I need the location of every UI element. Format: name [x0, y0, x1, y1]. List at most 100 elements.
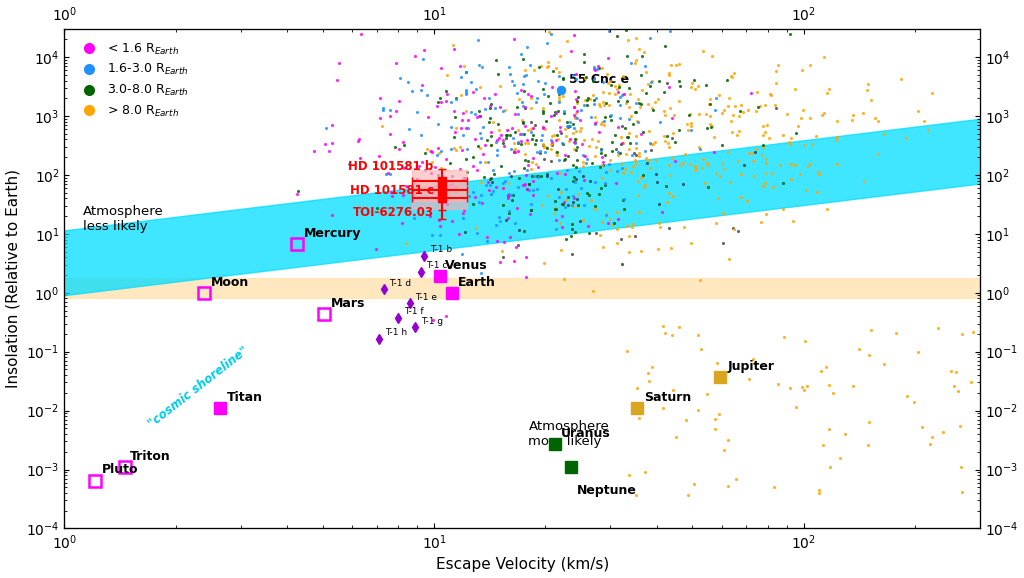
Point	[845, 381, 861, 391]
Point	[516, 129, 532, 139]
Point	[638, 68, 654, 77]
Point	[523, 135, 540, 144]
Point	[536, 85, 552, 94]
Point	[530, 62, 547, 72]
Point	[759, 120, 775, 129]
Point	[620, 132, 636, 142]
Point	[829, 132, 846, 142]
Point	[859, 440, 876, 450]
Point	[640, 368, 656, 377]
Point	[465, 187, 481, 197]
Point	[547, 205, 563, 214]
Point	[556, 170, 572, 179]
Point	[628, 132, 644, 141]
Point	[567, 75, 584, 84]
Point	[460, 116, 476, 125]
Point	[637, 180, 653, 189]
Text: Uranus: Uranus	[561, 427, 610, 440]
Point	[563, 232, 580, 241]
Point	[505, 133, 521, 142]
Point	[549, 184, 565, 194]
Point	[478, 232, 495, 242]
Point	[631, 151, 647, 161]
Point	[480, 94, 497, 103]
Point	[495, 178, 511, 187]
Point	[665, 386, 681, 395]
Point	[556, 155, 572, 165]
Point	[445, 106, 462, 115]
Point	[521, 179, 538, 188]
Point	[644, 362, 660, 371]
Point	[512, 129, 528, 139]
Point	[430, 143, 446, 153]
Point	[726, 69, 742, 78]
Point	[731, 112, 748, 121]
Point	[787, 84, 804, 94]
Point	[506, 166, 522, 175]
Point	[637, 62, 653, 71]
Point	[755, 130, 771, 139]
Point	[452, 164, 468, 173]
Point	[598, 167, 614, 176]
Point	[592, 162, 608, 172]
Point	[755, 140, 771, 150]
Point	[514, 97, 530, 106]
Point	[683, 82, 699, 91]
Point	[739, 197, 756, 206]
Point	[765, 182, 781, 191]
Point	[869, 116, 886, 125]
Point	[699, 123, 716, 132]
Point	[592, 230, 608, 239]
Point	[584, 134, 600, 143]
Point	[543, 112, 559, 121]
Point	[593, 119, 609, 128]
Point	[439, 199, 456, 208]
Point	[469, 112, 485, 121]
Point	[749, 144, 765, 153]
Point	[628, 108, 644, 117]
Point	[480, 157, 497, 166]
Point	[437, 86, 454, 95]
Point	[665, 191, 681, 201]
Point	[677, 150, 693, 159]
Point	[442, 122, 459, 131]
Point	[724, 127, 740, 136]
Point	[501, 168, 517, 177]
Point	[623, 90, 639, 99]
Point	[617, 25, 634, 35]
Point	[634, 172, 650, 181]
Point	[465, 199, 481, 209]
Point	[600, 88, 616, 98]
Point	[515, 163, 531, 172]
Point	[948, 368, 965, 377]
Point	[755, 121, 771, 131]
Point	[487, 138, 504, 147]
Point	[375, 105, 391, 114]
Point	[549, 131, 565, 140]
Point	[453, 143, 469, 152]
Point	[515, 86, 531, 95]
Point	[587, 201, 603, 210]
Point	[648, 177, 665, 187]
Point	[623, 58, 639, 68]
Text: "cosmic shoreline": "cosmic shoreline"	[145, 344, 251, 430]
Point	[609, 87, 626, 97]
Point	[609, 238, 626, 247]
Point	[611, 82, 628, 91]
Point	[650, 76, 667, 86]
Point	[425, 316, 441, 325]
Point	[750, 87, 766, 96]
Point	[496, 142, 512, 151]
Point	[566, 177, 583, 186]
Point	[746, 148, 763, 157]
Point	[532, 149, 549, 158]
Point	[569, 98, 586, 108]
Point	[608, 208, 625, 217]
Point	[506, 146, 522, 155]
Point	[446, 183, 463, 192]
Point	[791, 122, 807, 131]
Point	[499, 130, 515, 139]
Point	[867, 114, 884, 123]
Point	[438, 89, 455, 98]
Point	[543, 144, 559, 153]
